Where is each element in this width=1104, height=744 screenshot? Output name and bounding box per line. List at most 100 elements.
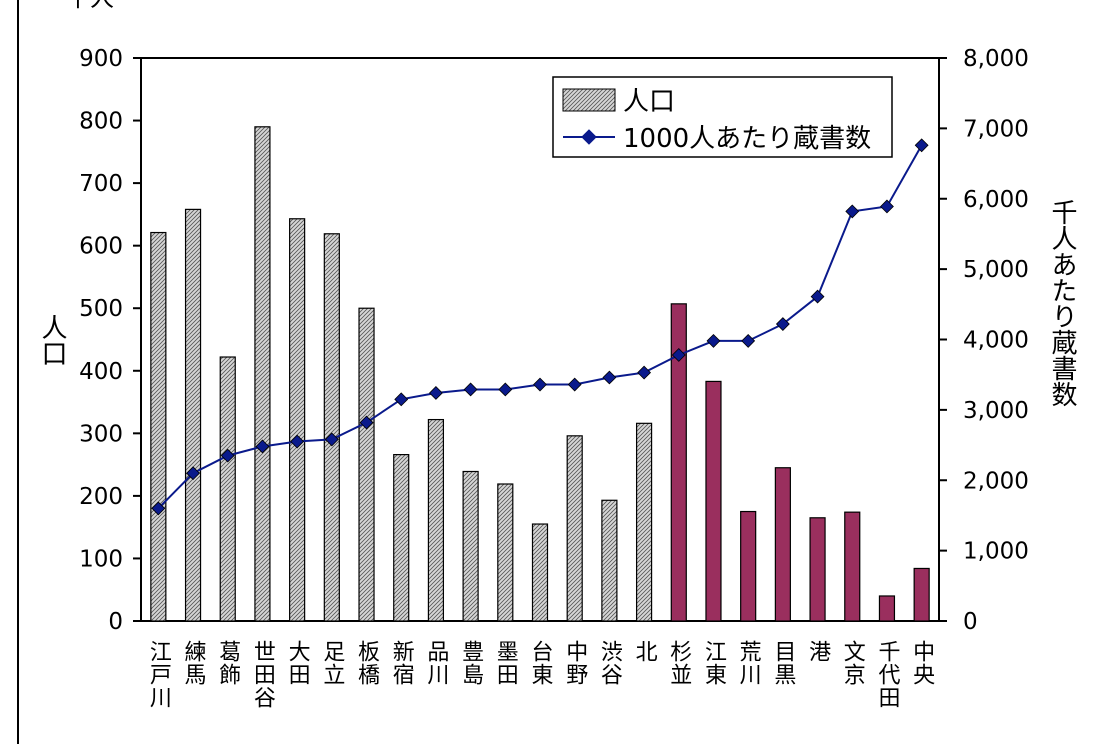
right-tick-label: 3,000: [963, 398, 1029, 424]
right-tick-label: 6,000: [963, 187, 1029, 213]
books-marker: [741, 333, 756, 348]
left-tick-label: 900: [79, 46, 123, 72]
population-bar: [323, 233, 340, 622]
books-marker: [220, 448, 235, 463]
left-tick-label: 300: [79, 421, 123, 447]
population-bar: [184, 208, 202, 622]
population-bar: [740, 510, 757, 622]
population-bar: [601, 499, 618, 622]
books-marker: [324, 432, 339, 447]
books-marker: [810, 289, 825, 304]
left-tick-label: 500: [79, 296, 123, 322]
books-line: [157, 144, 923, 510]
left-tick-label: 0: [108, 609, 123, 635]
category-label: 墨田: [493, 640, 518, 686]
category-label: 板橋: [354, 640, 380, 686]
category-label: 北: [632, 640, 658, 663]
right-tick-label: 5,000: [963, 257, 1029, 283]
left-tick-label: 800: [79, 109, 123, 135]
population-bar: [150, 231, 167, 622]
category-label: 江戸川: [146, 640, 172, 709]
category-label: 中央: [909, 640, 935, 686]
population-bar: [566, 435, 583, 622]
books-marker: [775, 317, 790, 331]
population-bar: [635, 422, 653, 622]
left-tick-label: 100: [79, 546, 123, 572]
category-label: 新宿: [389, 640, 415, 686]
left-tick-label: 600: [79, 234, 123, 260]
category-label: 練馬: [181, 640, 207, 686]
population-bar: [809, 517, 826, 622]
left-tick-label: 700: [79, 171, 123, 197]
right-axis-title: 千人あたり蔵書数: [1047, 199, 1077, 407]
right-tick-label: 4,000: [963, 328, 1029, 354]
population-bar: [844, 511, 861, 622]
legend-line-marker: [581, 129, 597, 145]
books-marker: [706, 333, 721, 348]
category-label: 文京: [840, 640, 866, 686]
category-label: 千代田: [874, 640, 900, 709]
population-bars: [150, 126, 930, 622]
legend-line-label: 1000人あたり蔵書数: [623, 124, 871, 154]
books-marker: [567, 377, 582, 392]
right-y-axis: 0 1,000 2,000 3,000 4,000 5,000 6,000 7,000 8,00…: [939, 46, 1029, 635]
left-axis-title: 人口: [37, 314, 67, 366]
books-marker: [602, 370, 617, 385]
category-label: 港: [805, 640, 831, 663]
books-marker: [845, 204, 860, 219]
category-label: 荒川: [736, 640, 762, 686]
population-bar: [705, 380, 722, 622]
books-marker: [637, 365, 652, 380]
books-marker: [255, 439, 270, 454]
category-label: 品川: [423, 640, 449, 686]
population-bar: [393, 454, 410, 622]
population-bar: [497, 483, 514, 622]
books-marker: [463, 382, 478, 397]
left-y-axis: 0 100 200 300 400 500 600 700 800 900: [79, 46, 141, 635]
books-marker: [186, 466, 200, 481]
population-bar: [254, 126, 271, 622]
unit-label: 千人: [66, 0, 114, 12]
population-bar: [774, 467, 791, 622]
books-marker: [359, 415, 374, 430]
books-marker: [290, 434, 305, 449]
category-label: 中野: [562, 640, 588, 686]
category-label: 足立: [319, 640, 345, 686]
category-label: 江東: [701, 640, 727, 686]
legend: 人口 1000人あたり蔵書数: [552, 76, 893, 158]
population-bar: [462, 470, 479, 622]
category-label: 杉並: [666, 640, 692, 686]
legend-bar-label: 人口: [623, 87, 675, 117]
category-labels: 江戸川 練馬 葛飾 世田谷 大田 足立 板橋 新宿 品川 豊島 墨田 台東 中野 渋谷北杉並 江東 荒川 目黒港…: [146, 640, 935, 709]
right-tick-label: 2,000: [963, 468, 1029, 494]
population-bar: [289, 218, 306, 622]
right-tick-label: 0: [963, 609, 978, 635]
books-marker: [394, 392, 409, 407]
category-label: 台東: [528, 640, 554, 686]
books-per-1000-line: [151, 138, 929, 516]
population-bar: [670, 303, 687, 622]
right-tick-label: 1,000: [963, 539, 1029, 565]
right-tick-label: 7,000: [963, 116, 1029, 142]
left-tick-label: 200: [79, 484, 123, 510]
population-bar: [219, 356, 236, 622]
right-tick-label: 8,000: [963, 46, 1029, 72]
population-bar: [427, 418, 445, 622]
books-marker: [671, 348, 686, 362]
population-bar: [358, 307, 375, 622]
category-label: 渋谷: [597, 640, 623, 686]
books-marker: [880, 199, 894, 214]
books-marker: [914, 138, 929, 153]
category-label: 大田: [285, 640, 311, 686]
legend-bar-swatch: [562, 88, 616, 112]
books-marker: [428, 386, 443, 400]
books-marker: [498, 382, 513, 397]
population-bar: [531, 523, 549, 622]
category-label: 豊島: [458, 640, 483, 686]
category-label: 葛飾: [215, 640, 241, 686]
books-marker: [151, 501, 166, 516]
population-bar: [878, 595, 896, 622]
population-bar: [913, 567, 930, 622]
category-label: 目黒: [770, 640, 795, 686]
category-label: 世田谷: [250, 640, 276, 709]
